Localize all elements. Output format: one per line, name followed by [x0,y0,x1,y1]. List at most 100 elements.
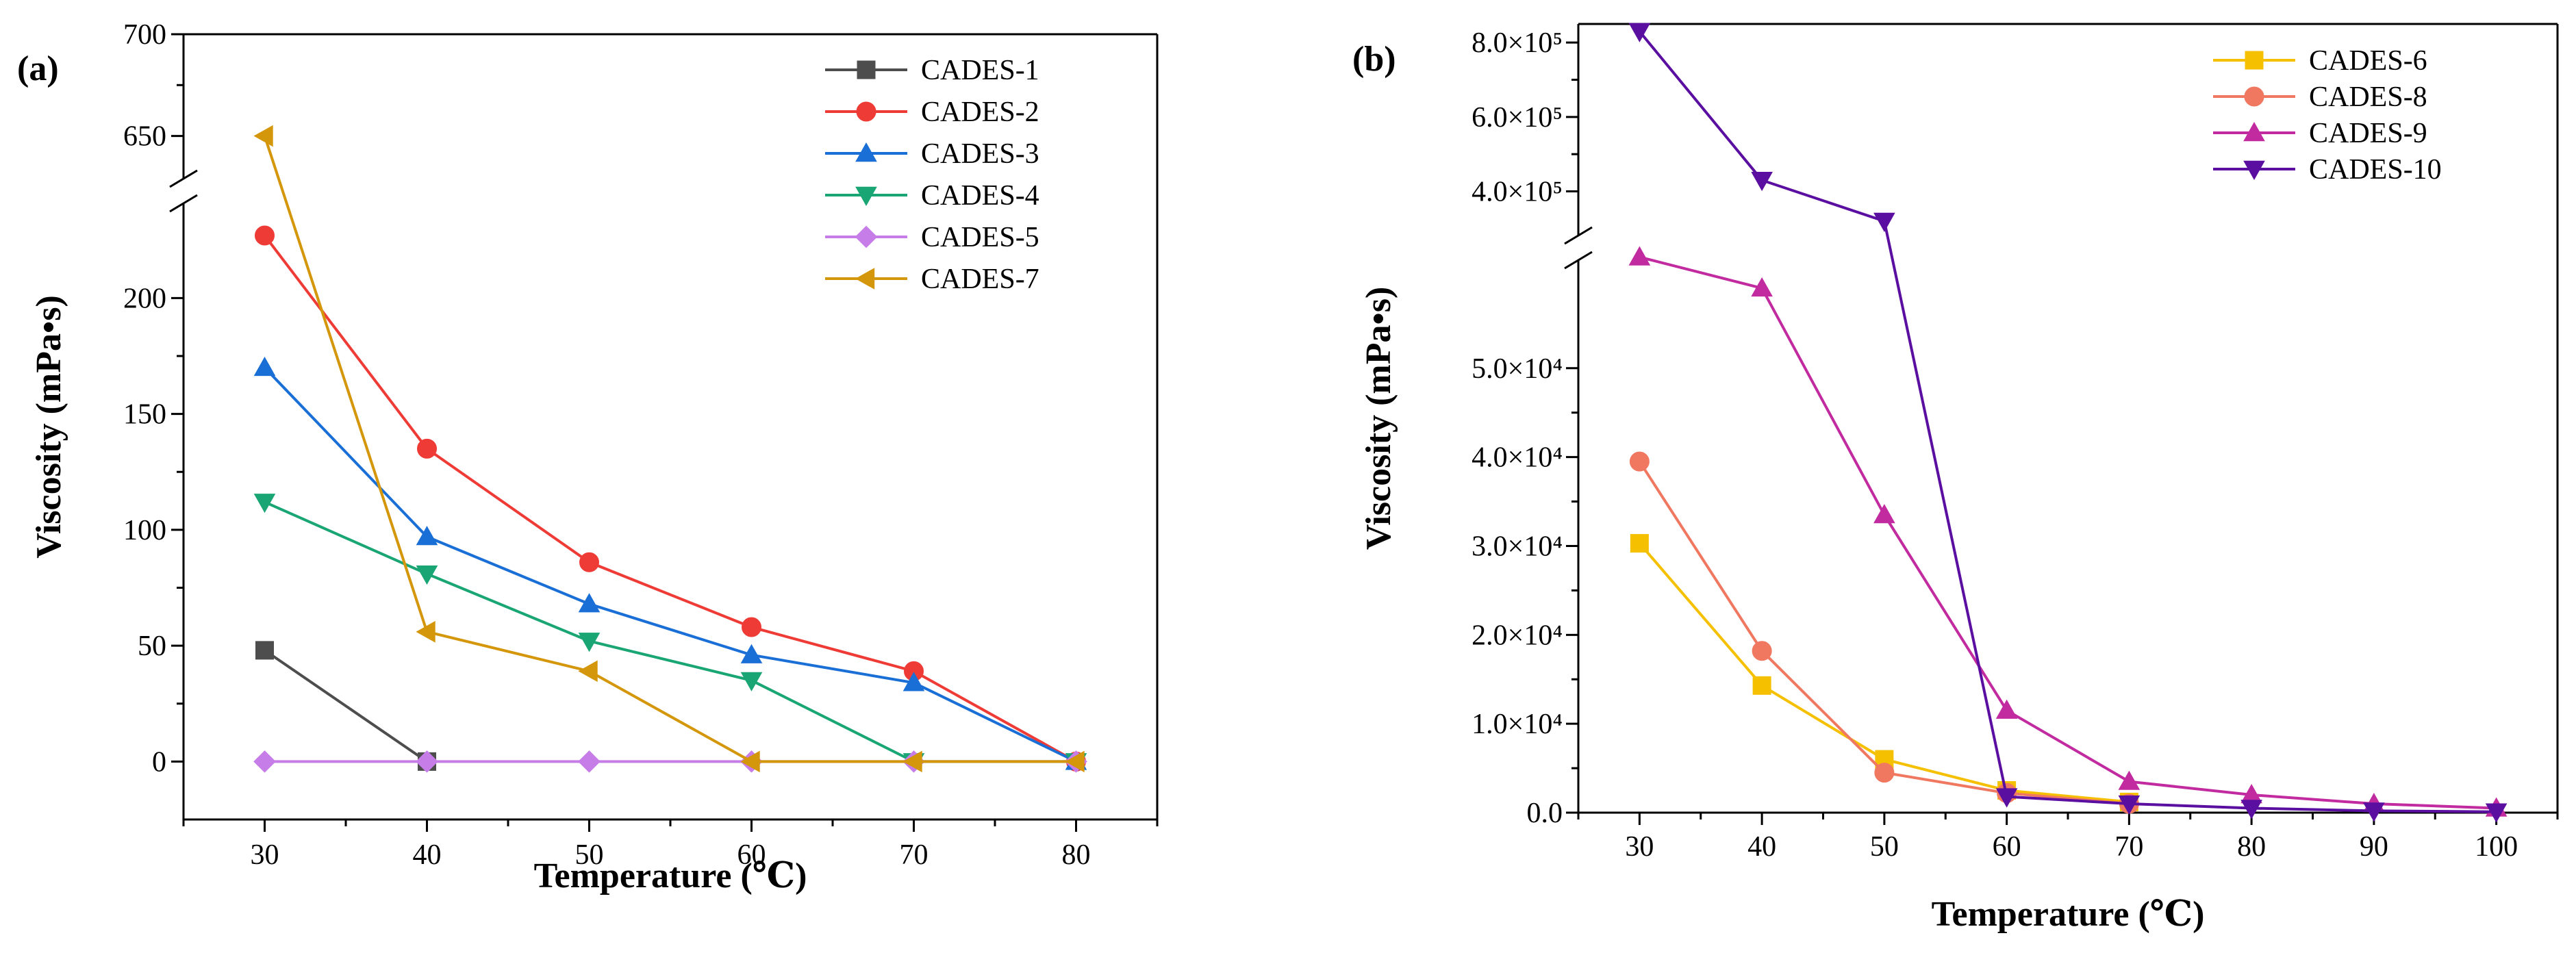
legend-marker [855,225,878,249]
y-tick-label: 2.0×10⁴ [1472,620,1563,651]
axis-break-mark [1564,226,1593,245]
axis-break-mark [169,169,198,188]
data-point [255,641,274,660]
legend-entry: CADES-7 [825,264,1039,295]
data-point [1995,788,2018,808]
legend-marker [856,101,876,122]
series-line [264,649,428,763]
data-point [2485,803,2508,823]
data-point [2118,770,2141,790]
data-point [578,633,601,652]
data-point [902,750,922,773]
data-point [1628,246,1651,266]
data-point [1630,534,1649,553]
y-tick-label: 100 [123,515,166,546]
legend-entry: CADES-10 [2213,154,2442,186]
y-tick-label: 50 [138,631,166,662]
series-cades-3 [253,356,1087,770]
y-tick-label: 5.0×10⁴ [1472,353,1563,385]
data-point [742,617,761,637]
y-tick-label: 3.0×10⁴ [1472,531,1563,562]
series-cades-7 [253,125,1085,773]
legend-marker [2243,122,2265,142]
data-point [255,225,275,246]
series-line [263,234,1077,763]
data-point [1751,277,1773,297]
data-point [902,672,925,691]
legend-label: CADES-2 [921,97,1039,128]
data-point [2118,795,2141,815]
data-point [1995,699,2018,719]
legend-label: CADES-1 [921,55,1039,86]
x-tick-label: 80 [2237,831,2266,863]
data-point [253,125,273,147]
y-tick-label: 200 [123,283,166,314]
data-point [1628,23,1651,42]
y-tick-label: 4.0×10⁵ [1472,177,1563,208]
data-point [578,593,601,613]
x-tick-label: 90 [2360,831,2388,863]
series-cades-2 [255,225,1086,772]
chart-panel-2: 30 40 50 60 70 80 90 100 0.0 1.0×10⁴ 2.0×10⁴ 3.0×10… [1352,23,2559,934]
data-point [2363,802,2385,822]
legend-entry: CADES-8 [2213,81,2427,113]
legend-label: CADES-7 [921,264,1039,295]
series-line [263,135,1076,763]
y-axis-title: Viscosity (mPa•s) [1359,287,1398,550]
y-tick-label: 0.0 [1527,798,1563,829]
panel-label: (a) [17,49,59,88]
legend-marker [855,186,877,206]
x-tick-label: 30 [1625,831,1654,863]
y-tick-label: 700 [123,19,166,51]
x-tick-label: 70 [900,839,929,871]
legend-marker [855,142,877,162]
legend-entry: CADES-3 [825,138,1039,170]
data-point [416,621,435,643]
y-tick-label: 150 [123,399,166,431]
data-point [1752,641,1772,661]
data-point [1873,504,1895,524]
x-tick-label: 60 [1993,831,2021,863]
legend-marker [2245,51,2264,70]
data-point [1629,451,1650,472]
legend-entry: CADES-6 [2213,45,2427,77]
y-tick-label: 8.0×10⁵ [1472,27,1563,59]
data-point [1874,763,1895,783]
x-tick-label: 100 [2475,831,2518,863]
x-tick-label: 50 [1870,831,1899,863]
data-point [1751,172,1773,192]
data-point [2240,800,2262,819]
data-point [1065,750,1085,773]
series-cades-1 [255,641,436,771]
data-point [579,552,599,572]
y-tick-label: 4.0×10⁴ [1472,442,1563,474]
data-point [1873,212,1895,232]
data-point [578,660,598,683]
legend-marker [2243,160,2265,180]
data-point [253,750,276,773]
legend-marker [857,60,876,79]
x-tick-label: 80 [1062,839,1091,871]
y-axis-title: Viscosity (mPa•s) [29,295,68,559]
data-point [1752,676,1771,695]
axis-break-mark [169,194,198,213]
y-tick-label: 6.0×10⁵ [1472,102,1563,134]
legend-label: CADES-8 [2309,81,2427,113]
legend-label: CADES-10 [2309,154,2442,186]
legend-marker [855,268,875,290]
y-tick-label: 650 [123,121,166,153]
legend-entry: CADES-9 [2213,118,2427,149]
x-axis-title: Temperature (℃) [1932,895,2205,934]
legend-label: CADES-3 [921,138,1039,170]
x-tick-label: 40 [413,839,442,871]
axis-break-mark [1564,251,1593,270]
data-point [578,750,601,773]
data-point [740,750,760,773]
legend-label: CADES-5 [921,222,1039,253]
panel-label: (b) [1352,40,1396,79]
data-point [416,565,438,585]
x-tick-label: 50 [575,839,604,871]
data-point [416,526,438,546]
legend-entry: CADES-2 [825,97,1039,128]
